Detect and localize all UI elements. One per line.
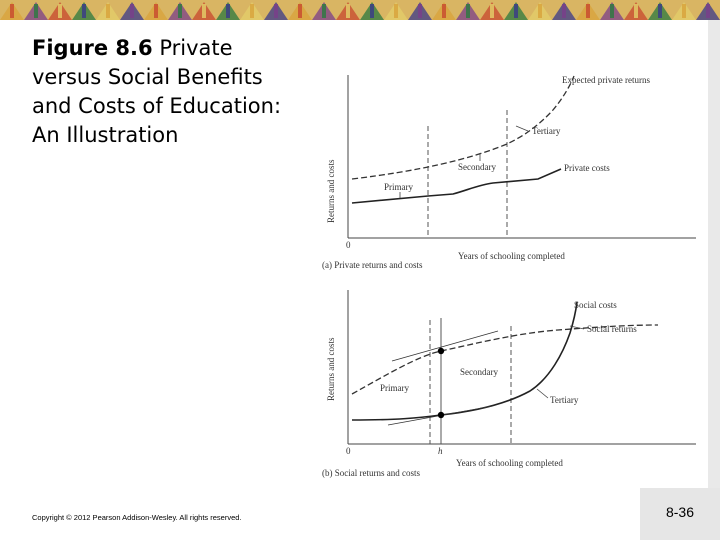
panel-b-y-axis-label: Returns and costs: [326, 337, 336, 401]
social-returns-pointer: [569, 325, 585, 330]
panel-b-h-tick: h: [438, 446, 443, 456]
social-returns-tangent: [391, 330, 499, 362]
expected-private-returns-curve: [351, 75, 575, 180]
social-returns-point: [437, 347, 445, 355]
banner-pattern: [0, 2, 720, 20]
banner-stripe: [538, 4, 542, 18]
banner-stripe: [418, 4, 422, 18]
panel-b: Returns and costs 0 h Years of schooling…: [322, 290, 696, 478]
expected-private-returns-label: Expected private returns: [562, 75, 650, 85]
panel-a-x-axis-label: Years of schooling completed: [458, 251, 565, 261]
banner-stripe: [202, 4, 206, 18]
banner-stripe: [466, 4, 470, 18]
banner-stripe: [490, 4, 494, 18]
banner-stripe: [10, 4, 14, 18]
panel-a-secondary-label: Secondary: [458, 162, 496, 172]
figure-number: Figure 8.6: [32, 36, 153, 60]
banner-stripe: [586, 4, 590, 18]
social-costs-curve: [351, 301, 578, 421]
panel-b-x-axis-label: Years of schooling completed: [456, 458, 563, 468]
panel-b-caption: (b) Social returns and costs: [322, 468, 420, 478]
panel-a-y-axis-label: Returns and costs: [326, 159, 336, 223]
banner-stripe: [682, 4, 686, 18]
banner-stripe: [34, 4, 38, 18]
panel-a-origin: 0: [346, 240, 351, 250]
banner-stripe: [298, 4, 302, 18]
right-edge-strip: [708, 20, 720, 488]
panel-a-primary-label: Primary: [384, 182, 413, 192]
banner-stripe: [394, 4, 398, 18]
banner-stripe: [82, 4, 86, 18]
banner-stripe: [706, 4, 710, 18]
tertiary-pointer: [536, 388, 549, 399]
banner-stripe: [130, 4, 134, 18]
figure-title: Private versus Social Benefits and Costs…: [32, 36, 282, 147]
social-returns-label: Social returns: [587, 324, 637, 334]
banner-stripe: [514, 4, 518, 18]
panel-b-origin: 0: [346, 446, 351, 456]
panel-b-secondary-label: Secondary: [460, 367, 498, 377]
slide-title: Figure 8.6 Private versus Social Benefit…: [32, 34, 302, 150]
banner-stripe: [274, 4, 278, 18]
social-costs-point: [437, 411, 445, 419]
banner-stripe: [178, 4, 182, 18]
private-costs-curve: [351, 168, 562, 204]
banner-stripe: [370, 4, 374, 18]
banner-stripe: [226, 4, 230, 18]
banner-stripe: [154, 4, 158, 18]
education-returns-costs-diagram: Returns and costs 0 Years of schooling c…: [322, 75, 696, 478]
banner-stripe: [442, 4, 446, 18]
panel-b-primary-label: Primary: [380, 383, 409, 393]
banner-stripe: [250, 4, 254, 18]
decorative-banner: [0, 0, 720, 20]
banner-stripe: [562, 4, 566, 18]
banner-stripe: [106, 4, 110, 18]
panel-a-caption: (a) Private returns and costs: [322, 260, 423, 270]
tertiary-arrow: [515, 125, 529, 132]
banner-stripe: [634, 4, 638, 18]
private-costs-label: Private costs: [564, 163, 610, 173]
copyright-notice: Copyright © 2012 Pearson Addison-Wesley.…: [32, 513, 242, 522]
banner-stripe: [658, 4, 662, 18]
social-returns-curve: [351, 324, 659, 395]
banner-stripe: [322, 4, 326, 18]
banner-stripe: [58, 4, 62, 18]
slide-number: 8-36: [665, 504, 695, 520]
banner-stripe: [610, 4, 614, 18]
panel-a: Returns and costs 0 Years of schooling c…: [322, 75, 696, 270]
panel-b-tertiary-label: Tertiary: [550, 395, 579, 405]
slide-number-box: 8-36: [640, 488, 720, 540]
banner-stripe: [346, 4, 350, 18]
panel-a-tertiary-label: Tertiary: [532, 126, 561, 136]
social-costs-label: Social costs: [574, 300, 617, 310]
